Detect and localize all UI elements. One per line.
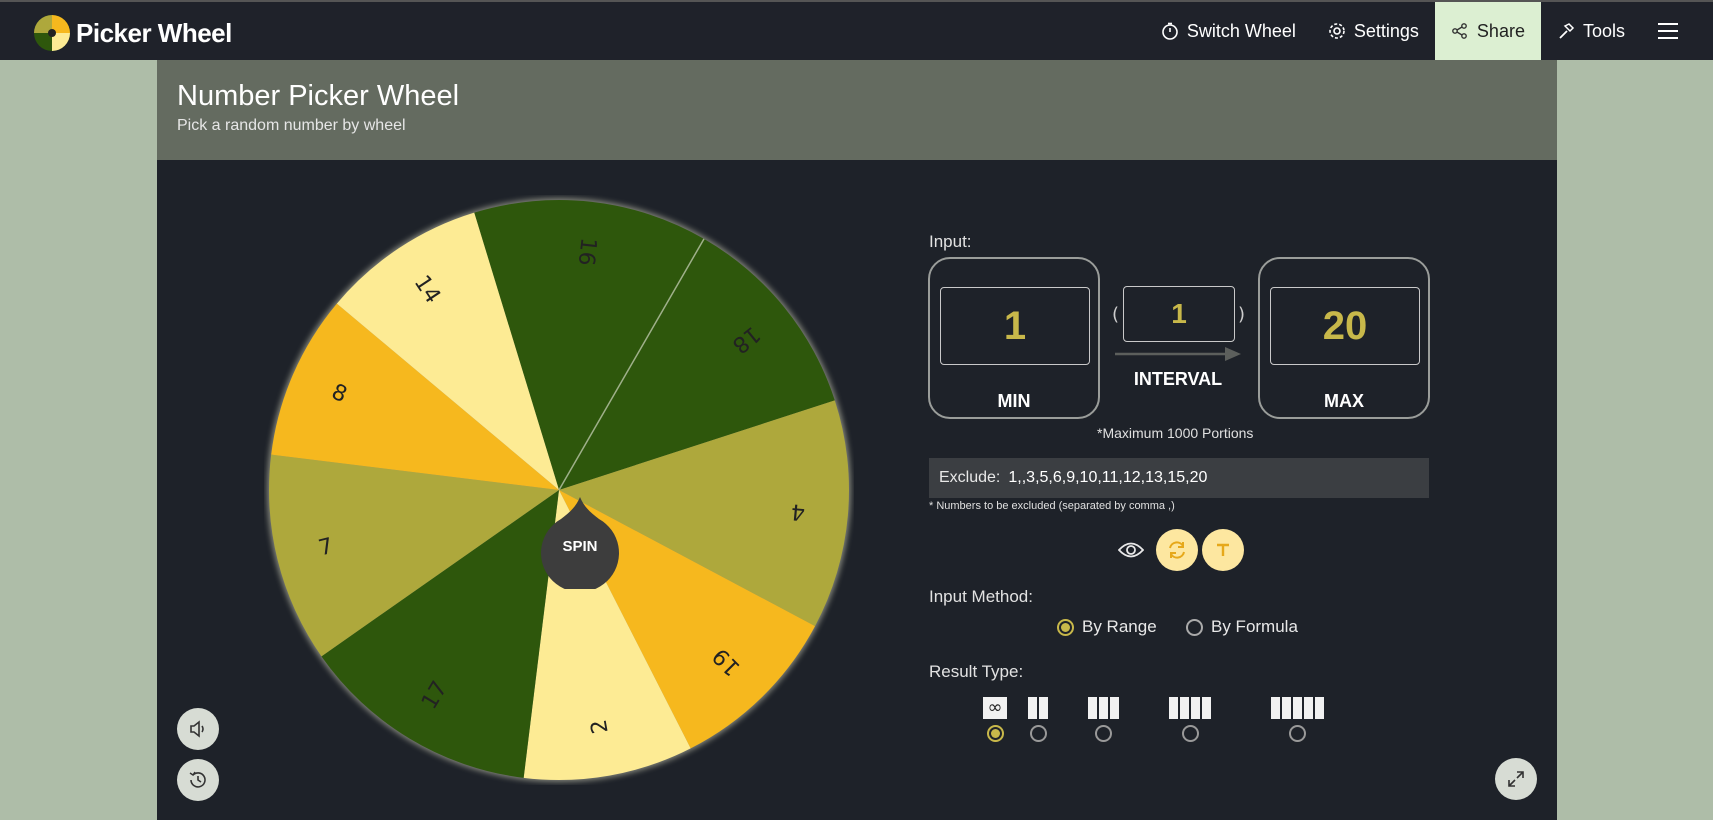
max-label: MAX (1324, 391, 1364, 411)
nav-tools[interactable]: Tools (1541, 2, 1641, 60)
result-type-2-digit-radio[interactable] (1029, 725, 1047, 742)
max-portions-note: *Maximum 1000 Portions (1097, 425, 1254, 441)
result-type-infinite-radio[interactable] (986, 725, 1004, 742)
page-title: Number Picker Wheel (177, 80, 460, 112)
page-header: Number Picker Wheel Pick a random number… (157, 60, 1557, 160)
nav-switch-wheel-label: Switch Wheel (1186, 20, 1296, 41)
result-type-4-digit[interactable] (1169, 697, 1211, 742)
gear-icon (1329, 23, 1345, 39)
top-navigation-bar: Picker Wheel Switch Wheel Settings Share… (0, 0, 1713, 60)
5-digit-counter-icon (1271, 697, 1324, 719)
history-button[interactable] (177, 759, 219, 801)
result-type-5-digit-radio[interactable] (1289, 725, 1306, 742)
result-type-3-digit-radio[interactable] (1095, 725, 1112, 742)
timer-icon (1162, 22, 1178, 40)
radio-by-formula[interactable]: By Formula (1186, 617, 1298, 637)
radio-by-range-indicator[interactable] (1057, 618, 1074, 636)
input-label: Input: (929, 232, 972, 251)
nav-settings[interactable]: Settings (1312, 2, 1435, 60)
history-icon (189, 771, 206, 788)
exclude-field[interactable]: Exclude: 1,,3,5,6,9,10,11,12,13,15,20 (929, 458, 1429, 498)
text-t-icon (1217, 543, 1229, 556)
picker-wheel-logo-icon (34, 15, 70, 51)
expand-icon (1508, 771, 1524, 787)
main-panel: Number Picker Wheel Pick a random number… (157, 60, 1557, 820)
reset-button[interactable] (1156, 529, 1198, 571)
exclude-note: * Numbers to be excluded (separated by c… (929, 500, 1175, 512)
wheel-segment (321, 490, 559, 778)
max-input[interactable] (1270, 287, 1420, 365)
wheel-segment (559, 238, 835, 490)
eye-icon (1118, 542, 1144, 558)
hamburger-menu-button[interactable] (1641, 2, 1713, 60)
nav-settings-label: Settings (1353, 20, 1419, 41)
interval-arrow-icon (1115, 347, 1241, 361)
result-type-label: Result Type: (929, 662, 1024, 681)
refresh-icon (1169, 541, 1185, 559)
result-type-infinite[interactable]: ∞ (983, 697, 1007, 742)
interval-label: INTERVAL (1133, 369, 1223, 389)
hamburger-menu-icon (1658, 23, 1678, 39)
min-label: MIN (997, 391, 1031, 411)
speaker-icon (190, 720, 204, 738)
interval-open-paren: ( (1112, 304, 1120, 325)
wheel-segment-label: 7 (316, 534, 336, 562)
hammer-icon (1559, 23, 1575, 39)
3-digit-counter-icon (1088, 697, 1119, 719)
wheel-segment (474, 200, 704, 490)
max-box: MAX (1258, 257, 1430, 419)
nav-switch-wheel[interactable]: Switch Wheel (1145, 2, 1312, 60)
interval-close-paren: ) (1238, 304, 1246, 325)
2-digit-counter-icon (1028, 697, 1048, 719)
brand-logo[interactable]: Picker Wheel (33, 14, 232, 52)
wheel-divider (558, 238, 705, 491)
min-input[interactable] (940, 287, 1090, 365)
wheel-segment (559, 490, 816, 749)
show-hide-button[interactable] (1110, 529, 1152, 571)
min-box: MIN (928, 257, 1100, 419)
result-type-2-digit[interactable] (1028, 697, 1048, 742)
main-nav: Switch Wheel Settings Share Tools (1145, 2, 1713, 60)
page-subtitle: Pick a random number by wheel (177, 117, 406, 134)
wheel-segment-label: 4 (790, 498, 806, 524)
spin-button[interactable] (539, 497, 621, 589)
infinity-icon: ∞ (983, 697, 1007, 719)
brand-name: Picker Wheel (76, 17, 232, 48)
interval-input[interactable] (1123, 286, 1235, 342)
input-method-label: Input Method: (929, 587, 1033, 606)
exclude-input[interactable]: 1,,3,5,6,9,10,11,12,13,15,20 (1008, 469, 1208, 486)
nav-share[interactable]: Share (1434, 2, 1541, 60)
nav-tools-label: Tools (1582, 20, 1625, 41)
radio-by-formula-label: By Formula (1211, 617, 1298, 636)
exclude-label: Exclude: (939, 469, 1001, 486)
wheel-segment (336, 212, 559, 490)
result-type-4-digit-radio[interactable] (1181, 725, 1199, 742)
text-style-button[interactable] (1202, 529, 1244, 571)
wheel-segment (559, 400, 849, 627)
radio-by-range[interactable]: By Range (1057, 617, 1157, 637)
wheel-segment (271, 303, 559, 490)
4-digit-counter-icon (1169, 697, 1211, 719)
result-type-3-digit[interactable] (1088, 697, 1119, 742)
wheel-segment-label: 16 (573, 236, 601, 267)
fullscreen-button[interactable] (1495, 758, 1537, 800)
wheel-segment-label: 2 (587, 717, 614, 735)
radio-by-range-label: By Range (1082, 617, 1157, 636)
wheel-segment (269, 454, 559, 657)
sound-toggle-button[interactable] (177, 708, 219, 750)
nav-share-label: Share (1476, 20, 1525, 41)
result-type-5-digit[interactable] (1271, 697, 1324, 742)
share-icon (1452, 23, 1467, 39)
radio-by-formula-indicator[interactable] (1186, 618, 1203, 636)
